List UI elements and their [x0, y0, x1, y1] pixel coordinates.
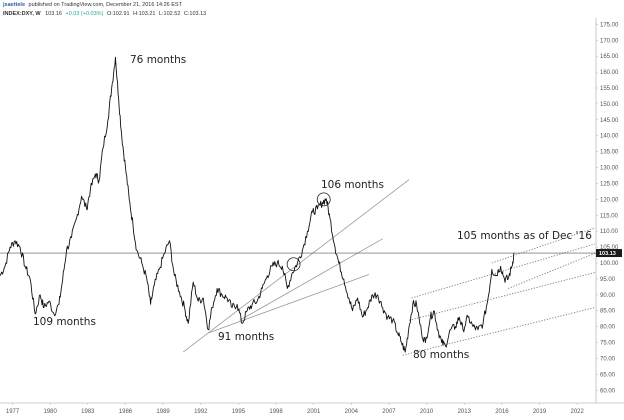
author-name[interactable]: jsaettele: [2, 2, 25, 8]
channel-line-dotted[interactable]: [402, 307, 595, 356]
highlight-circles: [286, 192, 331, 272]
x-tick-label: 1983: [81, 409, 95, 415]
high-value: H:103.21: [133, 11, 155, 17]
y-tick-label: 85.00: [600, 309, 616, 315]
y-tick-label: 105.00: [600, 245, 619, 251]
last-value: 103.16: [45, 11, 62, 17]
x-tick-label: 1989: [156, 409, 170, 415]
channel-line-dotted[interactable]: [411, 243, 595, 299]
open-value: O:102.91: [107, 11, 130, 17]
annotation-80-months: 80 months: [413, 349, 469, 361]
time-axis[interactable]: 1977 1980 1983 1986 1989 1992 1995 1998 2001 2004…: [6, 403, 585, 415]
x-tick-label: 1998: [269, 409, 283, 415]
close-value: C:103.13: [184, 11, 206, 17]
y-tick-label: 170.00: [600, 38, 619, 44]
y-tick-label: 65.00: [600, 372, 616, 378]
last-price-tag-text: 103.13: [599, 251, 616, 257]
channel-lines: [182, 179, 595, 356]
y-tick-label: 125.00: [600, 181, 619, 187]
y-tick-label: 60.00: [600, 388, 616, 394]
x-tick-label: 1977: [6, 409, 20, 415]
y-tick-label: 155.00: [600, 86, 619, 92]
price-series-line: [0, 56, 515, 353]
y-tick-label: 70.00: [600, 356, 616, 362]
x-tick-label: 1980: [44, 409, 58, 415]
x-tick-label: 2016: [495, 409, 509, 415]
y-tick-label: 80.00: [600, 325, 616, 331]
y-tick-label: 160.00: [600, 70, 619, 76]
annotation-105-months: 105 months as of Dec '16: [457, 230, 592, 242]
y-tick-label: 165.00: [600, 54, 619, 60]
y-tick-label: 135.00: [600, 150, 619, 156]
y-tick-label: 140.00: [600, 134, 619, 140]
y-tick-label: 145.00: [600, 118, 619, 124]
y-tick-label: 175.00: [600, 22, 619, 28]
header-line-1: jsaettele published on TradingView.com, …: [2, 2, 183, 8]
x-tick-label: 1995: [232, 409, 246, 415]
publish-info: published on TradingView.com, December 2…: [29, 2, 183, 8]
y-tick-label: 130.00: [600, 166, 619, 172]
y-tick-label: 120.00: [600, 197, 619, 203]
y-tick-label: 95.00: [600, 277, 616, 283]
annotation-76-months: 76 months: [130, 54, 186, 66]
last-price-tag-bg: [596, 249, 622, 258]
y-tick-label: 75.00: [600, 341, 616, 347]
highlight-circle[interactable]: [286, 257, 301, 272]
annotation-109-months: 109 months: [33, 316, 96, 328]
y-tick-label: 150.00: [600, 102, 619, 108]
x-tick-label: 2001: [307, 409, 321, 415]
y-tick-label: 115.00: [600, 213, 619, 219]
channel-line-dotted[interactable]: [408, 272, 595, 321]
x-tick-label: 2019: [533, 409, 547, 415]
header-line-2: INDEX:DXY, W 103.16 +0.03 (+0.03%) O:102…: [3, 11, 206, 17]
x-tick-label: 2007: [382, 409, 396, 415]
channel-line-solid[interactable]: [239, 238, 383, 321]
low-value: L:102.52: [159, 11, 180, 17]
x-tick-label: 1992: [194, 409, 208, 415]
x-tick-label: 2010: [420, 409, 434, 415]
highlight-circle[interactable]: [316, 192, 331, 207]
x-tick-label: 2013: [458, 409, 472, 415]
price-axis[interactable]: 60.00 65.00 70.00 75.00 80.00 85.00 90.00 95.00…: [596, 22, 619, 394]
annotation-106-months: 106 months: [321, 179, 384, 191]
last-price-tag: 103.13: [596, 249, 622, 258]
symbol-label: INDEX:DXY, W: [3, 11, 41, 17]
y-tick-label: 100.00: [600, 261, 619, 267]
change-value: +0.03 (+0.03%): [65, 11, 103, 17]
x-tick-label: 2022: [570, 409, 584, 415]
y-tick-label: 90.00: [600, 293, 616, 299]
y-tick-label: 110.00: [600, 229, 619, 235]
x-tick-label: 2004: [345, 409, 359, 415]
annotation-91-months: 91 months: [218, 331, 274, 343]
channel-line-dotted[interactable]: [491, 227, 595, 264]
x-tick-label: 1986: [119, 409, 133, 415]
channel-line-solid[interactable]: [208, 274, 370, 334]
